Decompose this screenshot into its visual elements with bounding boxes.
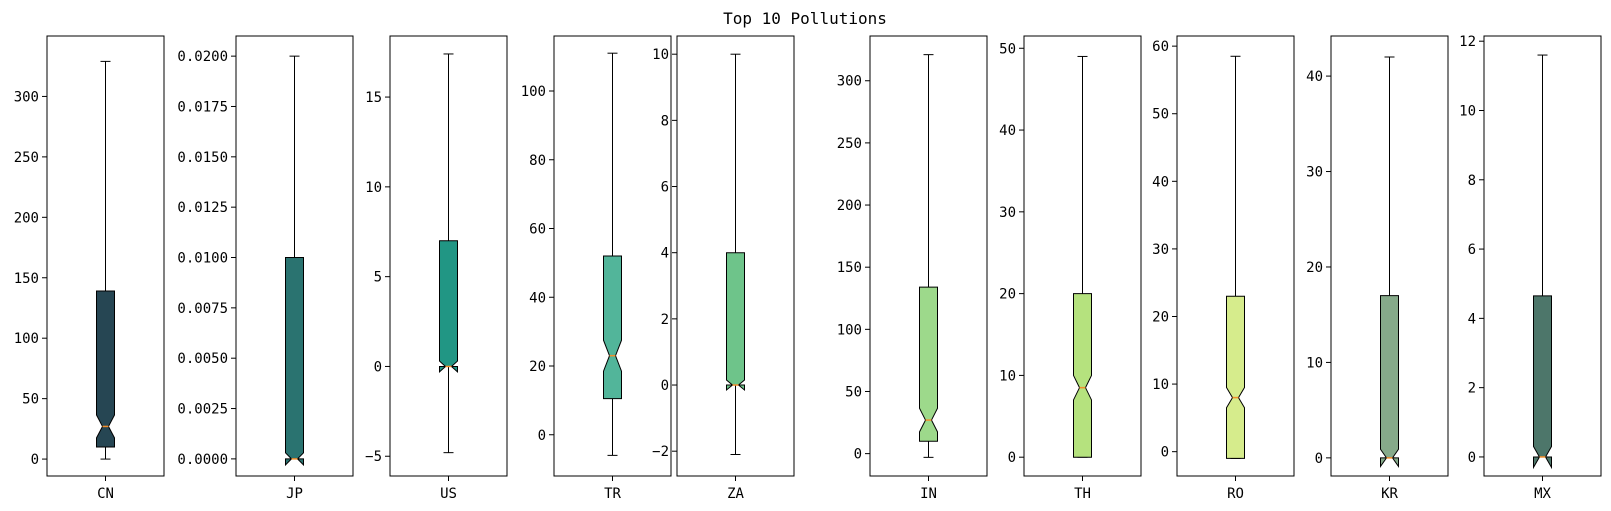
box	[1533, 295, 1552, 470]
y-tick-label: 100	[14, 331, 39, 347]
y-tick-label: 150	[14, 271, 39, 287]
y-tick-label: 0	[374, 359, 382, 375]
y-tick-label: 10	[1152, 377, 1169, 393]
y-tick-label: 10	[365, 180, 382, 196]
category-label: JP	[286, 486, 303, 502]
panel-kr: 0 10 20 30 40 KR	[1306, 35, 1449, 502]
box	[726, 252, 745, 392]
y-tick-label: 40	[529, 290, 546, 306]
y-tick-label: 4	[1468, 311, 1476, 327]
y-tick-label: 30	[1152, 242, 1169, 258]
y-tick-label: 6	[661, 180, 669, 196]
box	[96, 290, 115, 448]
y-tick-label: 30	[999, 205, 1016, 221]
panel-za: −2 0 2 4 6 8 10 ZA	[652, 35, 795, 502]
y-tick-label: 10	[1306, 355, 1323, 371]
y-tick-label: 40	[1306, 69, 1323, 85]
box	[1380, 295, 1399, 469]
category-label: TR	[604, 486, 621, 502]
y-tick-label: 0	[538, 428, 546, 444]
y-tick-label: 100	[521, 84, 546, 100]
y-tick-label: 150	[837, 260, 862, 276]
category-label: KR	[1381, 486, 1398, 502]
y-tick-label: 50	[845, 384, 862, 400]
y-tick-label: 300	[14, 89, 39, 105]
y-tick-label: 40	[999, 123, 1016, 139]
y-tick-label: 10	[999, 368, 1016, 384]
y-tick-label: 0	[31, 452, 39, 468]
y-tick-label: 10	[1459, 103, 1476, 119]
y-tick-label: 0	[1161, 445, 1169, 461]
y-tick-label: 0	[854, 447, 862, 463]
y-tick-label: 5	[374, 270, 382, 286]
y-tick-label: 0	[661, 378, 669, 394]
y-tick-label: 2	[1468, 381, 1476, 397]
y-tick-label: 0.0200	[177, 49, 228, 65]
y-tick-label: 0.0025	[177, 402, 228, 418]
y-tick-label: 40	[1152, 174, 1169, 190]
y-tick-label: 0.0150	[177, 150, 228, 166]
category-label: CN	[97, 486, 114, 502]
y-tick-label: 0.0100	[177, 251, 228, 267]
y-tick-label: 50	[22, 392, 39, 408]
panel-in: 0 50 100 150 200 250 300 IN	[837, 35, 988, 502]
y-tick-label: 2	[661, 312, 669, 328]
y-tick-label: 0.0125	[177, 200, 228, 216]
y-tick-label: 0	[1468, 450, 1476, 466]
panels: 050100150200250300CN0.00000.00250.00500.…	[14, 34, 1602, 502]
y-tick-label: 100	[837, 322, 862, 338]
y-tick-label: 250	[837, 136, 862, 152]
y-tick-label: 20	[999, 287, 1016, 303]
y-tick-label: 300	[837, 74, 862, 90]
y-tick-label: 0.0050	[177, 351, 228, 367]
y-tick-label: −5	[365, 449, 382, 465]
y-tick-label: 50	[1152, 107, 1169, 123]
y-tick-label: 20	[1306, 260, 1323, 276]
panel-us: −5 0 5 10 15 US	[365, 35, 508, 502]
chart-title: Top 10 Pollutions	[723, 9, 887, 28]
panel-jp: 0.0000 0.0025 0.0050 0.0075 0.0100 0.0125 0.01…	[177, 35, 354, 502]
y-tick-label: 200	[837, 198, 862, 214]
box	[603, 255, 622, 400]
panel-ro: 0 10 20 30 40 50 60 RO	[1152, 35, 1295, 502]
category-label: TH	[1074, 486, 1091, 502]
box	[919, 286, 938, 442]
panel-mx: 0 2 4 6 8 10 12 MX	[1459, 34, 1602, 502]
y-tick-label: 0	[1008, 450, 1016, 466]
box	[1073, 293, 1092, 458]
category-label: MX	[1534, 486, 1551, 502]
y-tick-label: 200	[14, 210, 39, 226]
y-tick-label: 80	[529, 153, 546, 169]
y-tick-label: 250	[14, 150, 39, 166]
y-tick-label: 20	[529, 359, 546, 375]
box	[285, 257, 304, 467]
y-tick-label: 10	[652, 47, 669, 63]
panel-th: 0 10 20 30 40 50 TH	[999, 35, 1142, 502]
category-label: ZA	[727, 486, 744, 502]
y-tick-label: 15	[365, 90, 382, 106]
y-tick-label: 60	[529, 222, 546, 238]
panel-cn: 0 50 100 150 200 250 300 CN	[14, 35, 165, 502]
y-tick-label: 0.0175	[177, 99, 228, 115]
y-tick-label: 0.0000	[177, 452, 228, 468]
category-label: US	[440, 486, 457, 502]
box	[1226, 295, 1245, 459]
y-tick-label: 6	[1468, 242, 1476, 258]
y-tick-label: 30	[1306, 165, 1323, 181]
y-tick-label: 0.0075	[177, 301, 228, 317]
category-label: RO	[1227, 486, 1244, 502]
y-tick-label: 4	[661, 246, 669, 262]
y-tick-label: 8	[661, 113, 669, 129]
y-tick-label: −2	[652, 444, 669, 460]
y-tick-label: 60	[1152, 39, 1169, 55]
y-tick-label: 12	[1459, 34, 1476, 50]
y-tick-label: 20	[1152, 309, 1169, 325]
y-tick-label: 8	[1468, 173, 1476, 189]
y-tick-label: 50	[999, 41, 1016, 57]
category-label: IN	[920, 486, 937, 502]
y-tick-label: 0	[1315, 451, 1323, 467]
box	[439, 240, 458, 373]
